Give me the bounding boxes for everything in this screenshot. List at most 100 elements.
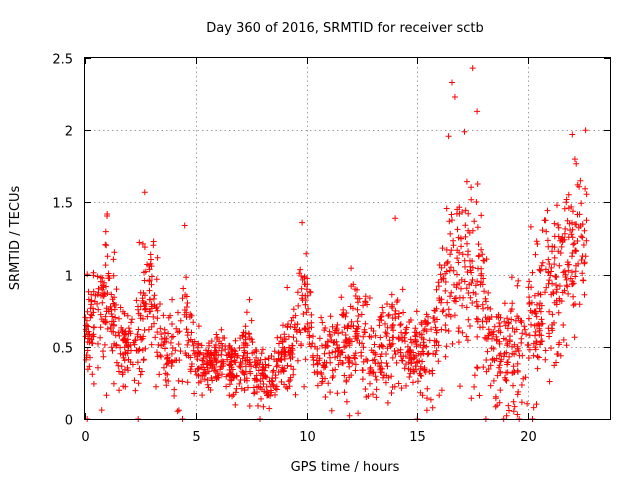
data-point <box>250 384 257 391</box>
data-point <box>117 304 124 311</box>
data-point <box>184 341 191 348</box>
data-point <box>493 355 500 362</box>
data-point <box>153 276 160 283</box>
data-point <box>508 316 515 323</box>
data-point <box>564 217 571 224</box>
data-point <box>433 347 440 354</box>
data-point <box>246 368 253 375</box>
data-point <box>175 377 182 384</box>
data-point <box>392 215 399 222</box>
data-point <box>572 273 579 280</box>
data-point <box>551 220 558 227</box>
data-point <box>141 244 148 251</box>
data-point <box>445 306 452 313</box>
data-point <box>244 342 251 349</box>
y-tick-label: 2 <box>65 125 73 140</box>
data-point <box>367 366 374 373</box>
data-point <box>179 378 186 385</box>
data-point <box>448 211 455 218</box>
data-point <box>480 305 487 312</box>
data-point <box>367 380 373 387</box>
data-point <box>129 361 136 368</box>
data-point <box>226 342 232 349</box>
data-point <box>136 346 143 353</box>
data-point <box>253 383 260 390</box>
data-point <box>515 388 522 395</box>
data-point <box>289 351 296 357</box>
data-point <box>169 345 176 351</box>
data-point <box>522 374 529 381</box>
data-point <box>244 377 250 384</box>
data-point <box>493 336 500 343</box>
data-point <box>215 374 222 381</box>
data-point <box>109 313 116 320</box>
data-point <box>514 411 521 418</box>
data-point <box>491 323 498 330</box>
data-point <box>201 376 208 383</box>
data-point <box>102 241 109 248</box>
data-point <box>553 282 559 288</box>
data-point <box>113 342 120 349</box>
data-point <box>163 361 170 368</box>
data-point <box>534 353 541 360</box>
data-point <box>142 268 149 275</box>
data-point <box>563 276 570 283</box>
data-point <box>110 380 117 387</box>
data-point <box>428 326 435 333</box>
data-point <box>384 399 391 406</box>
data-point <box>281 351 288 358</box>
data-point <box>580 242 587 248</box>
data-point <box>90 288 97 295</box>
data-point <box>260 403 267 410</box>
data-point <box>86 363 93 370</box>
data-point <box>572 221 579 228</box>
data-point <box>255 357 261 364</box>
data-point <box>219 358 226 365</box>
data-point <box>340 312 347 319</box>
data-point <box>360 344 367 351</box>
data-point <box>282 336 289 343</box>
data-point <box>532 328 539 335</box>
data-point <box>462 263 468 270</box>
data-point <box>195 323 202 330</box>
data-point <box>565 191 572 198</box>
data-point <box>292 391 299 398</box>
data-point <box>95 364 101 371</box>
data-point <box>530 404 537 411</box>
data-point <box>474 181 481 187</box>
data-point <box>341 324 348 331</box>
data-point <box>382 320 388 327</box>
data-point <box>168 334 175 341</box>
data-point <box>389 354 396 361</box>
data-point <box>451 312 458 319</box>
data-point <box>412 338 419 345</box>
data-point <box>447 230 454 237</box>
data-point <box>104 290 111 296</box>
data-point <box>474 278 481 285</box>
data-point <box>137 303 144 310</box>
data-point <box>497 358 504 365</box>
data-point <box>481 334 488 341</box>
data-point <box>259 370 266 377</box>
data-point <box>137 334 144 341</box>
data-point <box>335 361 342 368</box>
data-point <box>139 347 146 354</box>
data-point <box>422 369 429 375</box>
data-point <box>293 338 300 345</box>
data-point <box>372 332 379 339</box>
data-point <box>475 253 482 260</box>
data-point <box>298 285 305 292</box>
data-point <box>183 293 190 300</box>
data-point <box>335 347 342 354</box>
data-point <box>385 312 392 319</box>
data-point <box>438 326 445 333</box>
data-point <box>134 359 141 366</box>
data-point <box>483 298 489 305</box>
data-point <box>272 374 279 381</box>
data-point <box>184 300 191 306</box>
data-point <box>206 368 212 375</box>
data-point <box>505 359 511 366</box>
data-point <box>497 370 504 376</box>
data-point <box>412 333 419 340</box>
data-point <box>121 357 128 364</box>
